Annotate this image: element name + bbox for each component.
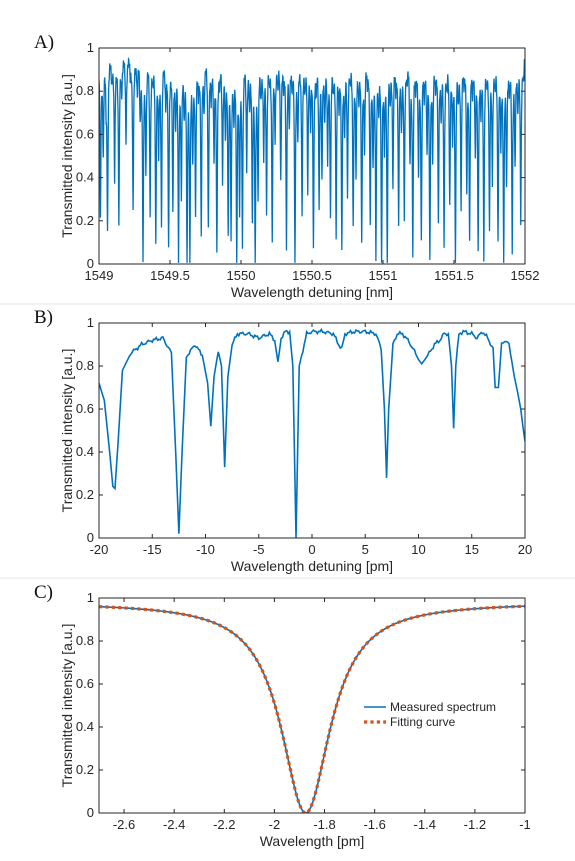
y-tick-label: 0.6 bbox=[76, 126, 94, 141]
y-tick-label: 0 bbox=[87, 805, 94, 820]
x-tick-label: -2.2 bbox=[213, 817, 235, 832]
series-line bbox=[99, 56, 525, 263]
x-tick-label: -10 bbox=[196, 542, 215, 557]
chart-panel-a: A) 1549 1549.5 1550 1550.5 1551 1551.5 1552 0 0.2… bbox=[34, 32, 539, 300]
x-tick-label: 5 bbox=[362, 542, 369, 557]
x-tick-label: 1551.5 bbox=[434, 268, 474, 283]
x-tick-label: -1.6 bbox=[363, 817, 385, 832]
y-tick-label: 0.4 bbox=[76, 719, 94, 734]
x-tick-label: -1.4 bbox=[414, 817, 436, 832]
y-tick-label: 0 bbox=[87, 530, 94, 545]
y-tick-label: 0 bbox=[87, 256, 94, 271]
y-tick-label: 0.2 bbox=[76, 213, 94, 228]
y-axis-label: Transmitted intensity [a.u.] bbox=[59, 349, 75, 513]
x-axis-label: Wavelength [pm] bbox=[260, 833, 365, 849]
plot-area bbox=[99, 604, 525, 813]
x-tick-label: -1 bbox=[519, 817, 531, 832]
y-tick-label: 1 bbox=[87, 590, 94, 605]
x-tick-label: 15 bbox=[465, 542, 479, 557]
x-tick-label: -2.4 bbox=[163, 817, 185, 832]
plot-area bbox=[99, 56, 525, 263]
y-tick-label: 0.8 bbox=[76, 83, 94, 98]
x-tick-label: 1551 bbox=[369, 268, 398, 283]
x-tick-label: 1550 bbox=[227, 268, 256, 283]
x-tick-label: 1549 bbox=[85, 268, 114, 283]
y-tick-label: 1 bbox=[87, 40, 94, 55]
panel-label: A) bbox=[34, 32, 54, 53]
y-tick-label: 0.6 bbox=[76, 401, 94, 416]
y-tick-label: 0.4 bbox=[76, 170, 94, 185]
panel-label: C) bbox=[34, 582, 53, 603]
x-tick-label: 20 bbox=[518, 542, 532, 557]
x-axis-label: Wavelength detuning [nm] bbox=[231, 284, 393, 300]
y-axis-label: Transmitted intensity [a.u.] bbox=[59, 624, 75, 788]
x-tick-label: -15 bbox=[143, 542, 162, 557]
x-tick-label: -1.2 bbox=[464, 817, 486, 832]
x-tick-label: 10 bbox=[411, 542, 425, 557]
y-tick-label: 0.6 bbox=[76, 676, 94, 691]
panel-label: B) bbox=[34, 307, 53, 328]
axes-box bbox=[98, 322, 526, 539]
x-tick-label: 1552 bbox=[511, 268, 540, 283]
x-tick-label: -5 bbox=[253, 542, 265, 557]
x-tick-label: -2.6 bbox=[113, 817, 135, 832]
y-tick-label: 1 bbox=[87, 315, 94, 330]
x-tick-label: 1550.5 bbox=[292, 268, 332, 283]
y-axis-label: Transmitted intensity [a.u.] bbox=[59, 74, 75, 238]
y-tick-label: 0.8 bbox=[76, 358, 94, 373]
chart-panel-b: B) -20 -15 -10 -5 0 5 10 15 20 0 0.2 0.4 0.6 0.8 1 Wavel… bbox=[34, 307, 532, 574]
x-tick-label: -1.8 bbox=[313, 817, 335, 832]
y-tick-label: 0.4 bbox=[76, 444, 94, 459]
legend-label: Fitting curve bbox=[390, 715, 456, 729]
series-line-fit bbox=[99, 604, 525, 813]
axes-box bbox=[98, 597, 526, 814]
x-tick-label: 1549.5 bbox=[150, 268, 190, 283]
x-tick-label: -20 bbox=[90, 542, 109, 557]
series-line bbox=[99, 327, 525, 538]
y-tick-label: 0.8 bbox=[76, 633, 94, 648]
legend-label: Measured spectrum bbox=[390, 700, 496, 714]
y-tick-label: 0.2 bbox=[76, 487, 94, 502]
plot-area bbox=[99, 327, 525, 538]
x-tick-label: -2 bbox=[269, 817, 281, 832]
y-tick-label: 0.2 bbox=[76, 762, 94, 777]
x-tick-label: 0 bbox=[308, 542, 315, 557]
x-axis-label: Wavelength detuning [pm] bbox=[231, 558, 393, 574]
